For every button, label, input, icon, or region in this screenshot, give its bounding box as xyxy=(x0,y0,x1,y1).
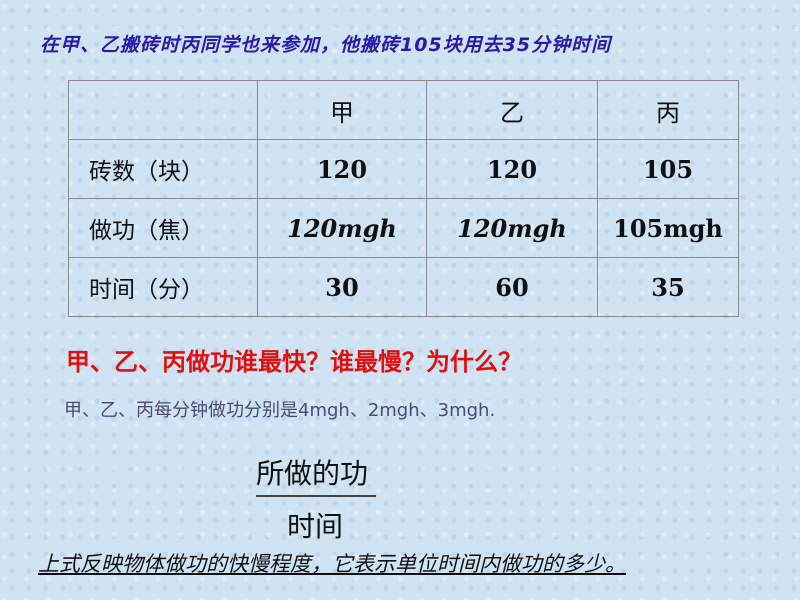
cell: 120mgh xyxy=(426,198,598,258)
table-row: 时间（分） 30 60 35 xyxy=(68,257,739,317)
formula-numerator: 所做的功 xyxy=(256,457,369,490)
conclusion-text: 上式反映物体做功的快慢程度，它表示单位时间内做功的多少。 xyxy=(38,552,626,576)
fraction-bar xyxy=(256,495,376,497)
cell: 120 xyxy=(426,139,598,199)
cell: 120 xyxy=(257,139,427,199)
header-cell: 甲 xyxy=(257,80,427,140)
header-cell-empty xyxy=(68,80,258,140)
row-label: 砖数（块） xyxy=(68,139,258,199)
question-text: 甲、乙、丙做功谁最快？谁最慢？为什么？ xyxy=(66,348,522,376)
row-label: 时间（分） xyxy=(68,257,258,317)
row-label: 做功（焦） xyxy=(68,198,258,258)
cell: 120mgh xyxy=(257,198,427,258)
slide-title: 在甲、乙搬砖时丙同学也来参加，他搬砖105块用去35分钟时间 xyxy=(40,34,612,56)
cell: 105mgh xyxy=(597,198,739,258)
table-row: 做功（焦） 120mgh 120mgh 105mgh xyxy=(68,198,739,258)
cell: 35 xyxy=(597,257,739,317)
cell: 30 xyxy=(257,257,427,317)
table-row: 砖数（块） 120 120 105 xyxy=(68,139,739,199)
header-cell: 丙 xyxy=(597,80,739,140)
formula-denominator: 时间 xyxy=(287,510,344,543)
data-table: 甲 乙 丙 砖数（块） 120 120 105 做功（焦） 120mgh 120… xyxy=(68,80,739,317)
answer-text: 甲、乙、丙每分钟做功分别是4mgh、2mgh、3mgh. xyxy=(64,400,496,421)
cell: 105 xyxy=(597,139,739,199)
cell: 60 xyxy=(426,257,598,317)
header-cell: 乙 xyxy=(426,80,598,140)
table-header-row: 甲 乙 丙 xyxy=(68,80,739,140)
